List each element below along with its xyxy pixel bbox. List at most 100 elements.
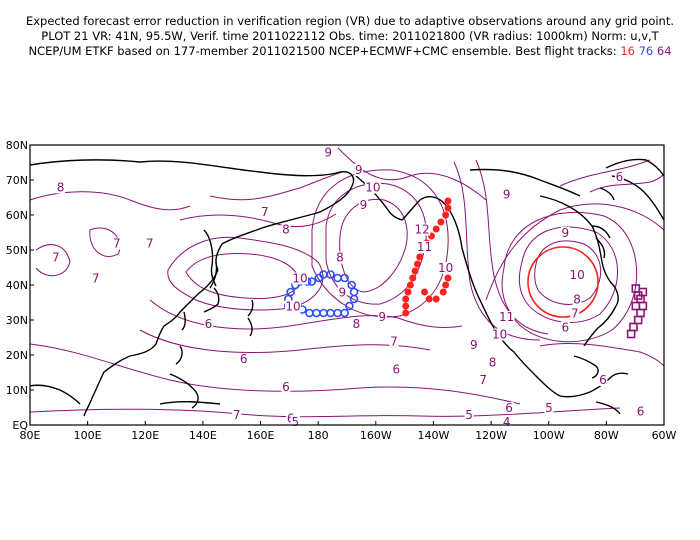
map-frame — [29, 144, 665, 426]
contour-label-bg — [569, 269, 586, 281]
header-line-1: Expected forecast error reduction in ver… — [25, 14, 675, 28]
contour-label: 10 — [438, 261, 453, 275]
track-16-point — [444, 204, 452, 212]
y-tick-label: 40N — [6, 279, 28, 292]
contour-label-bg — [337, 286, 347, 299]
track-76-point — [312, 308, 321, 318]
contour-label-bg — [560, 227, 570, 239]
contour-label-bg — [145, 237, 155, 250]
track-64-label: 64 — [656, 44, 672, 58]
track-76-point — [286, 287, 295, 297]
contour-lines — [30, 147, 664, 418]
x-tick-label: 180 — [308, 429, 329, 442]
verification-region — [527, 246, 599, 318]
contour-label-bg — [504, 402, 514, 414]
contour-label: 7 — [571, 307, 579, 321]
x-axis-ticks: 80E 100E 120E 140E 160E 180 160W 140W 120W 100W 80… — [20, 421, 677, 442]
track-64-point — [638, 301, 648, 311]
contour-label-bg — [570, 307, 580, 320]
contour-label: 7 — [52, 251, 60, 265]
track-16-point — [409, 274, 417, 282]
contour-label: 5 — [545, 401, 553, 415]
contour-label: 8 — [282, 223, 290, 237]
contour-label: 6 — [637, 405, 645, 419]
track-76-point — [319, 308, 328, 318]
x-tick-label: 120W — [475, 429, 507, 442]
contour-label: 7 — [390, 335, 398, 349]
track-16-point — [439, 288, 447, 296]
x-tick-label: 140E — [189, 429, 217, 442]
x-tick-label: 100W — [533, 429, 565, 442]
contour-label-bg — [464, 409, 474, 421]
contour-label: 9 — [378, 310, 386, 324]
track-16-point — [432, 225, 440, 233]
verification-circle — [527, 246, 599, 318]
contour-label: 10 — [292, 272, 307, 286]
contour-label-bg — [572, 293, 582, 306]
track-16-point — [420, 288, 428, 296]
contour-label: 7 — [92, 272, 100, 286]
y-tick-label: 80N — [6, 139, 28, 152]
contour-label-bg — [351, 318, 361, 330]
track-16-point — [404, 288, 412, 296]
contour-label-bg — [560, 321, 570, 334]
contour-label-bg — [491, 328, 508, 341]
contour-label-bg — [51, 251, 61, 264]
contour-label-bg — [335, 251, 345, 264]
contour-label: 9 — [360, 198, 368, 212]
contour-label-bg — [112, 237, 122, 250]
contour-label: 6 — [616, 170, 624, 184]
contour-label: 6 — [392, 363, 400, 377]
contour-label: 8 — [573, 293, 581, 307]
contour-label-bg — [498, 311, 515, 323]
x-tick-label: 60W — [652, 429, 677, 442]
header-line-2: PLOT 21 VR: 41N, 95.5W, Verif. time 2011… — [41, 29, 659, 43]
contour-label: 9 — [503, 188, 511, 202]
track-16-point — [425, 295, 433, 303]
contour-label: 7 — [233, 408, 241, 422]
contour-label: 9 — [562, 226, 570, 240]
track-76 — [283, 270, 359, 318]
contour-label: 9 — [324, 146, 332, 160]
y-tick-label: 70N — [6, 174, 28, 187]
track-76-point — [349, 287, 359, 297]
track-16-point — [402, 309, 410, 317]
track-76-point — [326, 270, 335, 279]
x-tick-label: 160E — [247, 429, 275, 442]
header-line-3: NCEP/UM ETKF based on 177-member 2011021… — [0, 44, 700, 59]
track-64-point — [638, 287, 648, 297]
track-76-point — [340, 308, 349, 318]
y-axis-ticks: EQ 10N 20N 30N 40N 50N 60N 70N 80N — [6, 139, 34, 432]
y-tick-label: 20N — [6, 349, 28, 362]
contour-label: 9 — [470, 338, 478, 352]
contour-label: 6 — [505, 401, 513, 415]
track-16 — [402, 197, 452, 317]
contour-label-bg — [56, 181, 66, 194]
contour-label-bg — [232, 409, 242, 421]
contour-label: 6 — [205, 317, 213, 331]
x-tick-label: 160W — [360, 429, 392, 442]
contour-label-bg — [323, 146, 333, 159]
track-16-point — [416, 253, 424, 261]
contour-label-bg — [358, 199, 368, 211]
contour-label-bg — [260, 206, 270, 218]
contour-label-bg — [469, 339, 479, 351]
y-tick-label: EQ — [12, 419, 28, 432]
y-tick-label: 30N — [6, 314, 28, 327]
track-16-point — [444, 197, 452, 205]
track-16-point — [444, 274, 452, 282]
contour-label-bg — [437, 262, 454, 274]
contour-label-bg — [377, 311, 387, 323]
contour-label-bg — [502, 188, 512, 201]
contour-label: 5 — [292, 415, 300, 429]
track-64-point — [626, 329, 636, 339]
track-64 — [626, 284, 648, 339]
y-tick-label: 60N — [6, 209, 28, 222]
track-76-point — [333, 273, 342, 283]
track-76-point — [349, 294, 359, 304]
contour-label: 10 — [492, 328, 507, 342]
contour-label: 11 — [499, 310, 514, 324]
contour-label: 6 — [282, 380, 290, 394]
x-tick-label: 120E — [131, 429, 159, 442]
